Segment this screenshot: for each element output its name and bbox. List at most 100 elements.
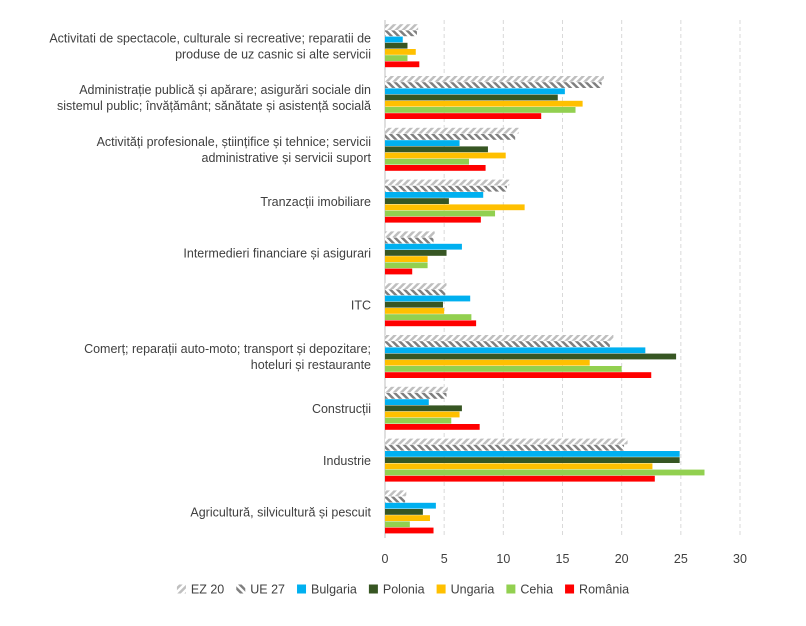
bar-românia: [385, 424, 480, 430]
legend-swatch: [368, 584, 378, 594]
bar-ez-20: [385, 24, 419, 30]
bar-ungaria: [385, 463, 653, 470]
bar-cehia: [385, 107, 576, 113]
category-label-line: Agricultură, silvicultură și pescuit: [190, 506, 371, 520]
category-label: Intermedieri financiare și asigurari: [183, 247, 371, 261]
bar-ungaria: [385, 100, 583, 107]
legend-label: UE 27: [250, 583, 285, 597]
legend-label: Ungaria: [451, 583, 495, 597]
bar-ungaria: [385, 308, 445, 314]
legend-swatch: [297, 584, 307, 594]
bar-românia: [385, 527, 434, 534]
bar-ungaria: [385, 515, 430, 521]
legend-swatch: [176, 584, 186, 594]
bar-ungaria: [385, 49, 416, 55]
bar-ue-27: [385, 496, 406, 503]
bar-ez-20: [385, 438, 628, 445]
bar-polonia: [385, 457, 680, 463]
legend-swatch: [436, 584, 446, 594]
bar-cehia: [385, 314, 472, 320]
category-label-line: Tranzacții imobiliare: [260, 195, 371, 209]
category-label: Construcții: [312, 402, 371, 416]
bar-bulgaria: [385, 192, 484, 198]
bar-bulgaria: [385, 243, 462, 250]
bar-ungaria: [385, 152, 506, 159]
category-label-line: Activitati de spectacole, culturale si r…: [49, 31, 371, 45]
bar-ue-27: [385, 82, 602, 88]
bar-bulgaria: [385, 88, 565, 95]
bar-ez-20: [385, 127, 519, 134]
bar-românia: [385, 61, 420, 68]
bar-ungaria: [385, 204, 525, 211]
category-label-line: produse de uz casnic si alte servicii: [175, 47, 371, 61]
x-tick-label: 25: [674, 552, 688, 566]
legend-item: Bulgaria: [297, 583, 357, 597]
x-axis-tick-labels: 0 5 10 15 20 25 30: [382, 552, 747, 566]
bar-bulgaria: [385, 502, 436, 509]
bar-ue-27: [385, 341, 610, 347]
bar-ez-20: [385, 386, 448, 393]
bar-ungaria: [385, 411, 460, 418]
bar-ez-20: [385, 76, 604, 82]
bar-cehia: [385, 158, 470, 165]
x-tick-label: 10: [496, 552, 510, 566]
bar-bulgaria: [385, 36, 403, 43]
bar-românia: [385, 113, 542, 119]
legend-item: Polonia: [368, 583, 425, 597]
bar-românia: [385, 475, 655, 482]
bar-ue-27: [385, 185, 507, 192]
category-label: ITC: [351, 298, 371, 312]
bar-ue-27: [385, 134, 516, 140]
bar-ez-20: [385, 283, 447, 289]
bar-cehia: [385, 469, 705, 476]
legend: EZ 20 UE 27 Bulgaria Polonia Ungaria Cehia Rom…: [176, 583, 629, 597]
bar-ue-27: [385, 444, 625, 451]
legend-label: Bulgaria: [311, 583, 357, 597]
bar-ungaria: [385, 359, 590, 366]
bar-românia: [385, 165, 486, 171]
category-label-line: Comerț; reparații auto-moto; transport ș…: [84, 342, 371, 356]
legend-label: Polonia: [383, 583, 425, 597]
bar-ue-27: [385, 237, 434, 244]
bar-ungaria: [385, 256, 428, 262]
x-tick-label: 20: [615, 552, 629, 566]
legend-label: Cehia: [520, 583, 553, 597]
bar-polonia: [385, 405, 462, 412]
bar-polonia: [385, 301, 443, 308]
bar-ez-20: [385, 179, 510, 186]
bar-ue-27: [385, 289, 446, 296]
legend-item: UE 27: [236, 583, 285, 597]
category-label-line: Activități profesionale, științifice și …: [97, 135, 371, 149]
legend-swatch: [236, 584, 246, 594]
category-label: Comerț; reparații auto-moto; transport ș…: [84, 342, 371, 372]
bar-ez-20: [385, 490, 407, 497]
legend-swatch: [565, 584, 575, 594]
bar-românia: [385, 216, 481, 223]
bar-românia: [385, 372, 652, 378]
bar-bulgaria: [385, 140, 460, 146]
bar-românia: [385, 320, 477, 327]
bar-ez-20: [385, 231, 435, 238]
x-tick-label: 0: [382, 552, 389, 566]
bar-polonia: [385, 198, 449, 204]
category-label: Tranzacții imobiliare: [260, 195, 371, 209]
legend-item: Ungaria: [436, 583, 495, 597]
bar-bulgaria: [385, 451, 680, 457]
bar-cehia: [385, 417, 452, 424]
category-label: Activitati de spectacole, culturale si r…: [49, 31, 371, 61]
x-tick-label: 15: [556, 552, 570, 566]
category-label-line: Industrie: [323, 454, 371, 468]
bar-bulgaria: [385, 295, 471, 302]
bar-bulgaria: [385, 347, 646, 354]
category-label-line: Construcții: [312, 402, 371, 416]
legend-item: România: [565, 583, 629, 597]
legend-item: EZ 20: [176, 583, 224, 597]
legend-label: EZ 20: [191, 583, 224, 597]
x-tick-label: 30: [733, 552, 747, 566]
category-label: Industrie: [323, 454, 371, 468]
category-label-line: Intermedieri financiare și asigurari: [183, 247, 371, 261]
bar-ue-27: [385, 30, 417, 37]
category-label-line: ITC: [351, 298, 371, 312]
bar-cehia: [385, 55, 408, 61]
